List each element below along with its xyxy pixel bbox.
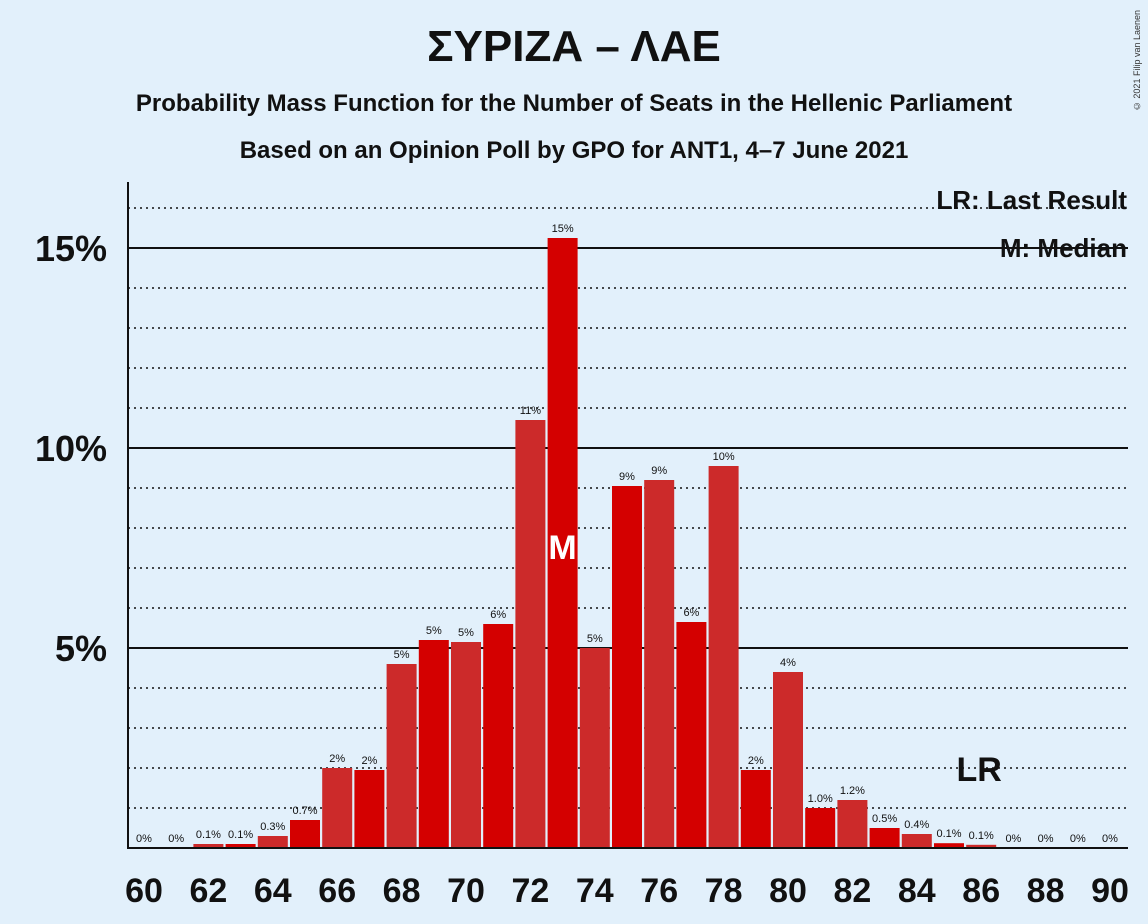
last-result-marker: LR (957, 751, 1002, 789)
x-tick-label: 82 (833, 872, 871, 910)
data-label: 5% (458, 627, 474, 639)
data-label: 10% (713, 451, 735, 463)
y-tick-label: 10% (35, 428, 107, 469)
x-tick-label: 86 (962, 872, 1000, 910)
x-tick-label: 62 (189, 872, 227, 910)
data-label: 0% (1102, 833, 1118, 845)
data-label: 0.3% (260, 821, 285, 833)
bar (547, 238, 578, 848)
chart-source: Based on an Opinion Poll by GPO for ANT1… (239, 137, 909, 164)
x-tick-label: 78 (705, 872, 743, 910)
chart-subtitle: Probability Mass Function for the Number… (135, 90, 1013, 117)
data-label: 9% (619, 471, 635, 483)
data-label: 0.7% (292, 805, 317, 817)
data-label: 0% (1038, 833, 1054, 845)
data-label: 2% (748, 755, 764, 767)
bar (837, 800, 868, 848)
data-label: 0% (168, 833, 184, 845)
data-label: 6% (490, 609, 506, 621)
data-label: 0.5% (872, 813, 897, 825)
data-label: 6% (683, 607, 699, 619)
data-label: 9% (651, 465, 667, 477)
data-label: 0% (136, 833, 152, 845)
data-label: 0.1% (196, 829, 221, 841)
x-tick-label: 88 (1027, 872, 1065, 910)
bar (676, 622, 707, 848)
x-tick-label: 76 (640, 872, 678, 910)
bar (386, 664, 417, 848)
bar (934, 843, 964, 848)
data-label: 5% (426, 625, 442, 637)
bar (515, 420, 546, 848)
x-tick-label: 74 (576, 872, 614, 910)
bar (354, 770, 385, 848)
bar (257, 836, 288, 848)
data-label: 11% (520, 405, 541, 417)
bar (644, 480, 675, 848)
x-tick-label: 72 (511, 872, 549, 910)
data-label: 5% (587, 633, 603, 645)
legend-median: M: Median (1000, 233, 1127, 263)
bar (418, 640, 449, 848)
x-tick-label: 60 (125, 872, 163, 910)
bar (579, 648, 610, 848)
bar (451, 642, 481, 848)
data-label: 4% (780, 657, 796, 669)
data-label: 0.1% (969, 830, 994, 842)
bar (290, 820, 320, 848)
data-label: 0.1% (936, 828, 961, 840)
bar (225, 844, 256, 848)
bar (483, 624, 514, 848)
legend-last-result: LR: Last Result (936, 185, 1127, 215)
x-tick-label: 66 (318, 872, 356, 910)
x-tick-label: 68 (383, 872, 421, 910)
bar (322, 768, 353, 848)
x-tick-label: 84 (898, 872, 936, 910)
data-label: 2% (361, 755, 377, 767)
bar (901, 834, 932, 848)
data-label: 0.1% (228, 829, 253, 841)
bar (740, 770, 771, 848)
median-marker: M (548, 529, 576, 567)
x-tick-label: 64 (254, 872, 292, 910)
x-tick-label: 80 (769, 872, 807, 910)
chart-title: ΣΥΡΙΖΑ – ΛΑΕ (427, 22, 721, 71)
bar (869, 828, 900, 848)
bar (708, 466, 739, 848)
x-tick-label: 70 (447, 872, 485, 910)
bar (773, 672, 803, 848)
data-label: 5% (394, 649, 410, 661)
data-label: 1.0% (808, 793, 833, 805)
y-tick-label: 5% (55, 628, 107, 669)
bar (966, 844, 997, 848)
data-label: 0% (1005, 833, 1021, 845)
data-label: 1.2% (840, 785, 865, 797)
x-tick-label: 90 (1091, 872, 1129, 910)
y-tick-label: 15% (35, 228, 107, 269)
data-label: 15% (552, 223, 574, 235)
bar (805, 808, 836, 848)
data-label: 0% (1070, 833, 1086, 845)
bar (612, 486, 642, 848)
data-label: 0.4% (904, 819, 929, 831)
data-label: 2% (329, 753, 345, 765)
bar (193, 844, 224, 848)
